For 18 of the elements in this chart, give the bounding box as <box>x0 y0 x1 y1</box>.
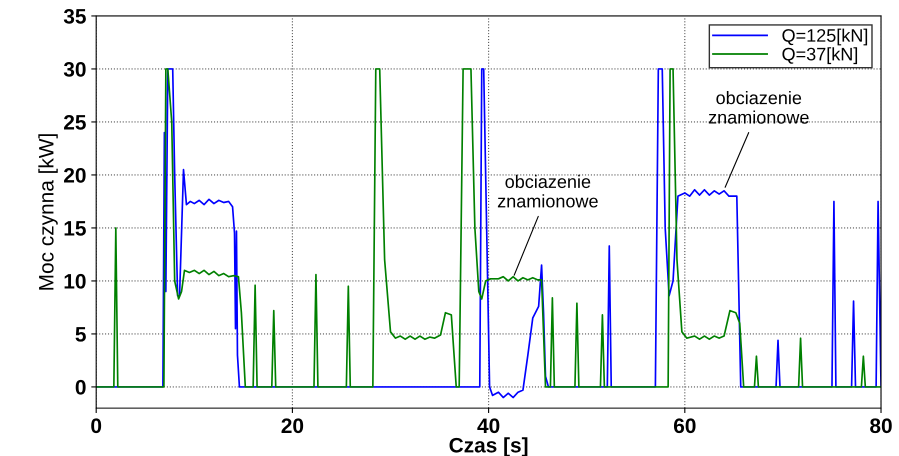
y-tick-label: 5 <box>76 327 86 342</box>
x-tick-label: 40 <box>477 418 500 434</box>
y-tick-label: 15 <box>64 221 86 236</box>
y-tick-label: 0 <box>76 380 86 395</box>
legend-label: Q=37[kN] <box>782 47 858 64</box>
x-tick-label: 0 <box>91 418 102 434</box>
y-axis-title: Moc czynna [kW] <box>38 134 58 290</box>
x-tick-label: 80 <box>870 418 892 434</box>
legend-label: Q=125[kN] <box>782 28 868 46</box>
annotation: obciazenie znamionowe <box>708 91 809 124</box>
y-tick-label: 10 <box>64 274 86 289</box>
annotation: obciazenie znamionowe <box>498 174 598 208</box>
y-tick-label: 25 <box>64 114 86 130</box>
y-tick-label: 20 <box>64 168 86 183</box>
x-tick-label: 60 <box>674 418 696 434</box>
x-tick-label: 20 <box>282 418 304 434</box>
y-tick-label: 35 <box>64 8 86 24</box>
y-tick-label: 30 <box>64 62 86 77</box>
